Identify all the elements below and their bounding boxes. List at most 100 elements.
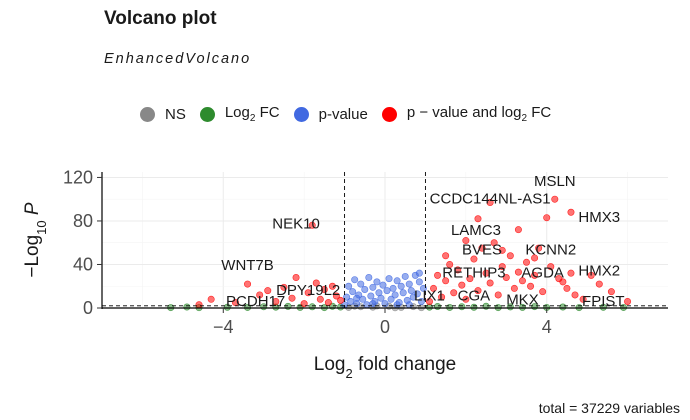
point-p-value-and-log2-fc <box>595 280 603 288</box>
point-p-value-and-log2-fc <box>470 255 478 263</box>
point-p-value-and-log2-fc <box>466 275 474 283</box>
point-p-value <box>351 276 359 284</box>
point-p-value <box>367 292 375 300</box>
point-p-value <box>353 294 361 302</box>
point-p-value <box>373 278 381 286</box>
point-p-value-and-log2-fc <box>551 195 559 203</box>
point-p-value-and-log2-fc <box>478 244 486 252</box>
gene-label: DPY19L2 <box>276 282 340 299</box>
point-p-value-and-log2-fc <box>535 244 543 252</box>
point-p-value-and-log2-fc <box>567 269 575 277</box>
point-p-value-and-log2-fc <box>563 284 571 292</box>
point-p-value-and-log2-fc <box>482 269 490 277</box>
point-p-value <box>397 282 405 290</box>
point-p-value-and-log2-fc <box>288 294 296 302</box>
point-p-value <box>365 274 373 282</box>
point-p-value-and-log2-fc <box>304 289 312 297</box>
point-p-value <box>417 297 425 305</box>
gene-label: HMX3 <box>578 209 620 226</box>
point-p-value-and-log2-fc <box>458 281 466 289</box>
point-p-value-and-log2-fc <box>490 239 498 247</box>
legend-key-pvalue-and-log2fc <box>381 106 397 122</box>
point-p-value-and-log2-fc <box>308 221 316 229</box>
point-p-value-and-log2-fc <box>522 258 530 266</box>
point-p-value <box>405 301 413 309</box>
point-log2-fc <box>284 302 292 310</box>
point-p-value <box>383 287 391 295</box>
point-p-value-and-log2-fc <box>328 282 336 290</box>
point-p-value-and-log2-fc <box>506 252 514 260</box>
legend-item-ns: NS <box>140 106 186 123</box>
point-p-value-and-log2-fc <box>531 254 539 262</box>
gene-label: NEK10 <box>272 216 320 233</box>
gene-label: WNT7B <box>221 257 274 274</box>
legend-key-pvalue <box>293 106 309 122</box>
point-p-value-and-log2-fc <box>442 277 450 285</box>
point-p-value <box>369 300 377 308</box>
point-p-value-and-log2-fc <box>316 295 324 303</box>
point-p-value-and-log2-fc <box>514 226 522 234</box>
legend-label-log2fc: Log2 FC <box>224 104 280 124</box>
point-p-value <box>347 297 355 305</box>
point-p-value <box>385 275 393 283</box>
point-p-value-and-log2-fc <box>434 271 442 279</box>
point-p-value-and-log2-fc <box>494 291 502 299</box>
point-p-value <box>349 288 357 296</box>
point-p-value <box>379 281 387 289</box>
point-p-value-and-log2-fc <box>438 293 446 301</box>
point-p-value <box>369 283 377 291</box>
point-p-value <box>391 291 399 299</box>
gene-label: PCDH17 <box>226 293 285 310</box>
gene-label: MKX <box>506 292 539 309</box>
chart-subtitle: EnhancedVolcano <box>104 51 252 67</box>
point-p-value-and-log2-fc <box>498 246 506 254</box>
point-p-value <box>357 280 365 288</box>
point-p-value-and-log2-fc <box>446 260 454 268</box>
point-p-value-and-log2-fc <box>462 295 470 303</box>
y-axis-title: −Log10 P <box>22 202 49 278</box>
gene-label: CGA <box>458 287 491 304</box>
y-tick-label: 0 <box>83 298 93 318</box>
gene-label: LAMC3 <box>451 222 501 239</box>
point-log2-fc <box>470 303 478 311</box>
point-p-value <box>387 295 395 303</box>
point-p-value-and-log2-fc <box>474 287 482 295</box>
point-log2-fc <box>559 303 567 311</box>
point-p-value-and-log2-fc <box>332 292 340 300</box>
point-p-value-and-log2-fc <box>531 271 539 279</box>
point-p-value-and-log2-fc <box>624 297 632 305</box>
point-p-value-and-log2-fc <box>486 198 494 206</box>
gene-label: HMX2 <box>578 262 620 279</box>
gene-label: CCDC144NL-AS1 <box>430 191 551 208</box>
point-p-value-and-log2-fc <box>454 266 462 274</box>
point-p-value <box>399 289 407 297</box>
point-p-value <box>363 301 371 309</box>
chart-legend: NS Log2 FC p-value p − value and log2 FC <box>140 104 565 124</box>
point-p-value-and-log2-fc <box>300 300 308 308</box>
point-p-value <box>393 277 401 285</box>
point-p-value <box>407 287 415 295</box>
point-p-value <box>381 300 389 308</box>
point-p-value <box>359 295 367 303</box>
gene-label: LIX1 <box>414 287 445 304</box>
point-p-value-and-log2-fc <box>607 288 615 296</box>
point-p-value <box>401 272 409 280</box>
gene-label: AGDA <box>521 265 564 282</box>
point-p-value <box>345 282 353 290</box>
legend-label-pvalue: p-value <box>318 105 368 123</box>
point-p-value-and-log2-fc <box>450 289 458 297</box>
point-p-value-and-log2-fc <box>462 237 470 245</box>
point-log2-fc <box>458 303 466 311</box>
legend-label-pvalue-and-log2fc: p − value and log2 FC <box>406 104 552 124</box>
point-p-value <box>415 269 423 277</box>
chart-title: Volcano plot <box>104 8 217 29</box>
point-p-value-and-log2-fc <box>510 284 518 292</box>
point-log2-fc <box>183 303 191 311</box>
point-p-value-and-log2-fc <box>571 291 579 299</box>
point-p-value-and-log2-fc <box>430 284 438 292</box>
point-p-value-and-log2-fc <box>280 283 288 291</box>
point-p-value-and-log2-fc <box>256 291 264 299</box>
x-tick-label: 4 <box>542 317 552 337</box>
